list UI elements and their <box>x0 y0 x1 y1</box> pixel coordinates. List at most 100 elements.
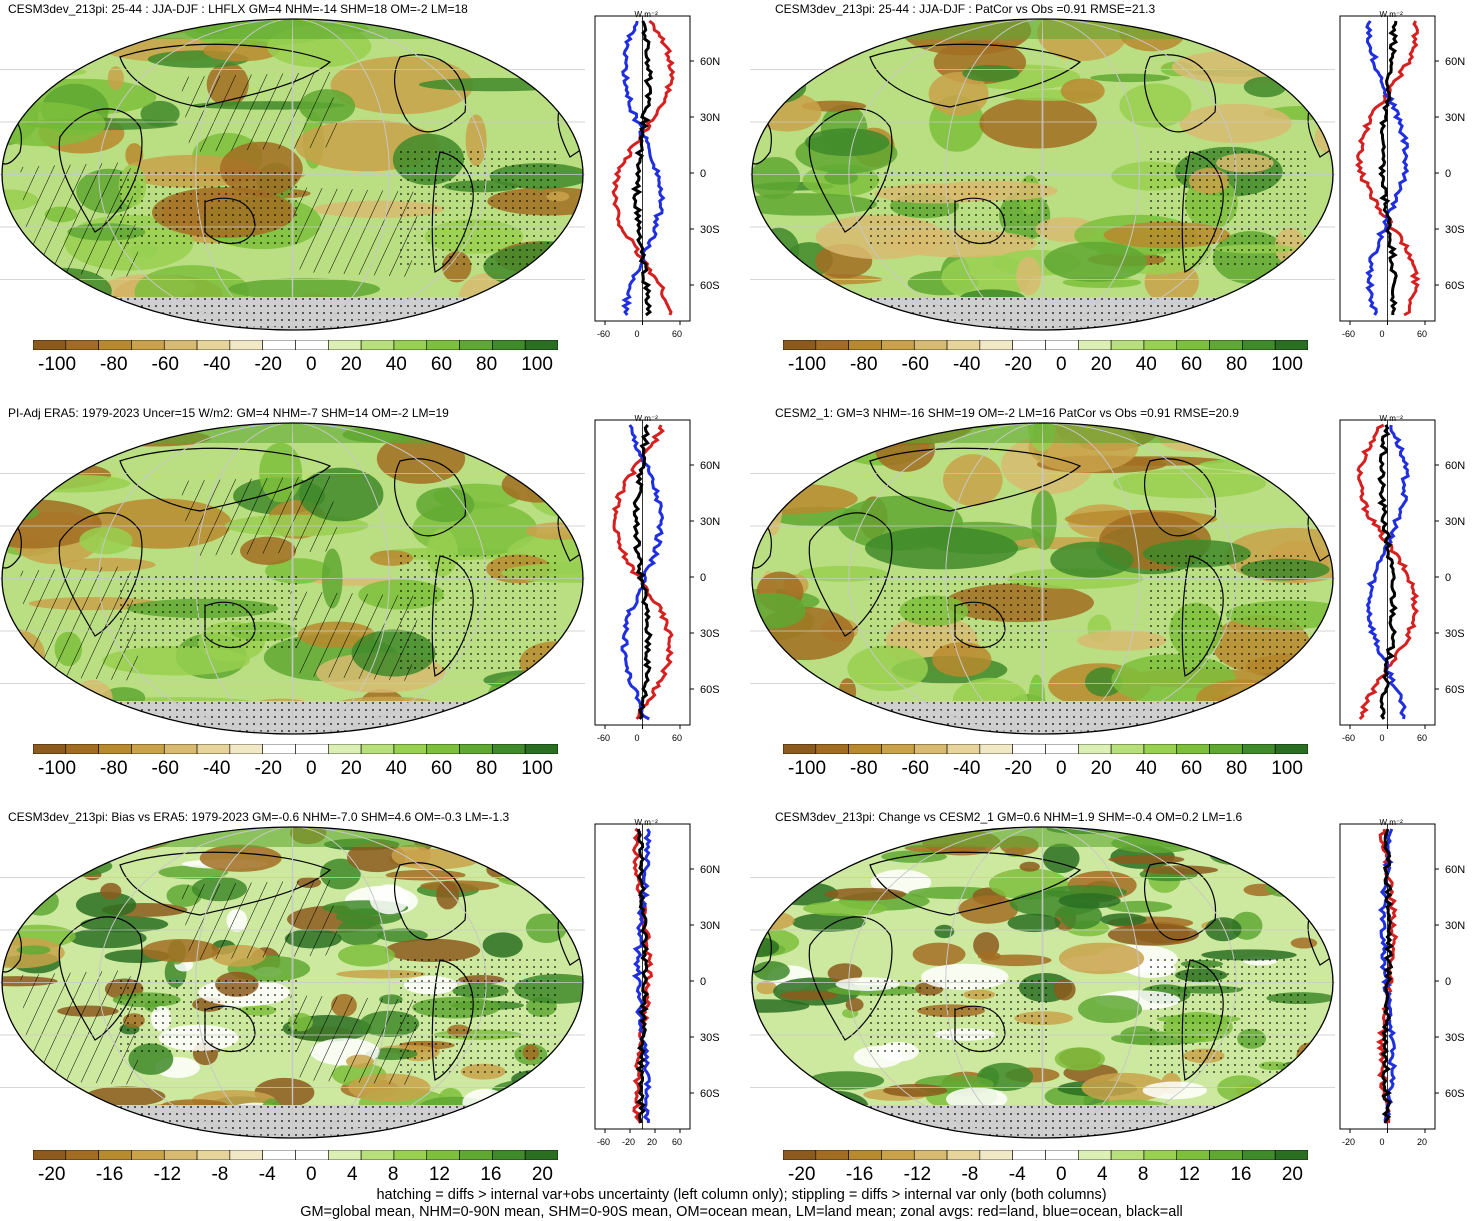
colorbar <box>783 340 1308 350</box>
zonal-x-tick: 60 <box>1417 733 1427 742</box>
panel-cesm2: CESM2_1: GM=3 NHM=-16 SHM=19 OM=-2 LM=16… <box>745 404 1483 804</box>
colorbar-tick-label: 80 <box>1226 354 1248 375</box>
zonal-x-tick: 20 <box>1417 1137 1427 1146</box>
zonal-lat-tick: 30N <box>700 516 720 528</box>
colorbar-tick-label: 20 <box>1281 1164 1303 1185</box>
colorbar-swatch <box>1045 1150 1079 1160</box>
zonal-x-tick: -20 <box>622 1137 635 1146</box>
colorbar-swatch <box>1209 744 1243 754</box>
colorbar-swatch <box>1209 1150 1243 1160</box>
colorbar-tick-label: -20 <box>38 1164 66 1185</box>
colorbar-tick-label: -12 <box>903 1164 932 1185</box>
zonal-x-tick: -60 <box>597 1137 610 1146</box>
colorbar-tick-label: 8 <box>387 1164 399 1185</box>
colorbar-swatch <box>426 340 460 350</box>
colorbar-tick-label: -16 <box>95 1164 124 1185</box>
zonal-lat-tick: 30S <box>1445 1032 1465 1044</box>
zonal-lat-tick: 60N <box>1445 460 1465 472</box>
colorbar-swatch <box>1176 340 1210 350</box>
colorbar-swatch <box>1078 340 1112 350</box>
zonal-x-tick: -60 <box>597 733 610 742</box>
colorbar-swatch <box>33 744 67 754</box>
colorbar-tick-label: 80 <box>1226 758 1248 779</box>
zonal-lat-tick: 60S <box>1445 684 1465 696</box>
colorbar-swatch <box>131 744 165 754</box>
colorbar <box>783 744 1308 754</box>
colorbar-swatch <box>426 744 460 754</box>
colorbar-swatch <box>98 1150 132 1160</box>
colorbar-swatch <box>65 1150 99 1160</box>
colorbar-tick-label: 0 <box>306 1164 317 1185</box>
zonal-x-tick: 60 <box>672 733 682 742</box>
colorbar-swatch <box>262 1150 296 1160</box>
zonal-x-tick: 60 <box>672 1137 682 1146</box>
colorbar-swatch <box>459 340 493 350</box>
colorbar-swatch <box>1274 1150 1308 1160</box>
colorbar-tick-label: 60 <box>1180 354 1203 375</box>
zonal-series-line <box>1355 20 1421 317</box>
colorbar-swatch <box>783 1150 817 1160</box>
colorbar <box>33 744 558 754</box>
zonal-unit-label: W m⁻² <box>635 10 659 19</box>
colorbar-swatch <box>229 744 263 754</box>
colorbar-tick-label: -100 <box>38 354 77 375</box>
colorbar-tick-label: -40 <box>953 354 981 375</box>
colorbar-tick-label: 80 <box>476 354 498 375</box>
colorbar-tick-label: 0 <box>305 354 317 375</box>
colorbar-swatch <box>393 744 428 754</box>
colorbar-tick-label: 20 <box>1090 354 1112 375</box>
panel-title: CESM3dev_213pi: Change vs CESM2_1 GM=0.6… <box>775 810 1243 824</box>
colorbar-tick-label: -100 <box>788 354 827 375</box>
colorbar-tick-label: 60 <box>1180 758 1203 779</box>
zonal-average-plot: W m⁻² 60N 30N 0 30S 60S -60 0 60 <box>594 10 720 338</box>
zonal-lat-tick: 30N <box>1445 516 1465 528</box>
zonal-lat-tick: 30S <box>700 224 720 236</box>
colorbar-swatch <box>946 744 981 754</box>
colorbar-swatch <box>913 744 948 754</box>
colorbar-swatch <box>360 744 395 754</box>
colorbar-tick-label: 4 <box>346 1164 358 1185</box>
zonal-average-plot: W m⁻² 60N 30N 0 30S 60S -60 0 60 <box>594 414 720 742</box>
colorbar-swatch <box>1045 340 1079 350</box>
zonal-x-tick: 60 <box>1417 329 1427 338</box>
colorbar-swatch <box>328 744 362 754</box>
zonal-lat-tick: 30S <box>700 628 720 640</box>
panel-title: CESM3dev_213pi: 25-44 : JJA-DJF : LHFLX … <box>8 2 468 16</box>
zonal-average-plot: W m⁻² 60N 30N 0 30S 60S -60 0 60 <box>1339 414 1465 742</box>
colorbar-tick-label: -80 <box>850 354 878 375</box>
zonal-x-tick: 20 <box>647 1137 657 1146</box>
panel-title: CESM2_1: GM=3 NHM=-16 SHM=19 OM=-2 LM=16… <box>775 406 1239 420</box>
colorbar-tick-label: 40 <box>385 354 407 375</box>
colorbar-tick-label: 12 <box>428 1164 450 1185</box>
colorbar <box>783 1150 1308 1160</box>
colorbar-swatch <box>881 340 915 350</box>
zonal-series-line <box>620 424 665 721</box>
colorbar-swatch <box>1242 340 1276 350</box>
zonal-lat-tick: 30S <box>700 1032 720 1044</box>
colorbar-swatch <box>131 340 165 350</box>
colorbar-labels: -100 -80 -60 -40 -20 0 20 40 60 80 100 <box>788 758 1303 780</box>
zonal-x-tick: 0 <box>635 733 640 742</box>
colorbar <box>33 1150 558 1160</box>
colorbar-tick-label: -80 <box>100 354 128 375</box>
zonal-x-tick: 0 <box>635 329 640 338</box>
colorbar-tick-label: -20 <box>1004 354 1032 375</box>
colorbar-swatch <box>783 744 817 754</box>
zonal-lat-tick: 60S <box>1445 1088 1465 1100</box>
zonal-series-line <box>1365 20 1410 316</box>
zonal-x-tick: 60 <box>672 329 682 338</box>
colorbar-swatch <box>913 340 948 350</box>
colorbar-swatch <box>163 340 198 350</box>
panel-bias: CESM3dev_213pi: Bias vs ERA5: 1979-2023 … <box>0 808 740 1188</box>
colorbar-swatch <box>360 340 395 350</box>
zonal-series-line <box>621 20 666 316</box>
colorbar-swatch <box>426 1150 460 1160</box>
zonal-lat-tick: 30S <box>1445 628 1465 640</box>
zonal-lat-tick: 30N <box>1445 112 1465 124</box>
zonal-lat-tick: 30N <box>1445 920 1465 932</box>
colorbar-tick-label: -12 <box>153 1164 182 1185</box>
colorbar-swatch <box>393 340 428 350</box>
colorbar-tick-label: 100 <box>1271 758 1303 779</box>
zonal-series-line <box>611 424 674 720</box>
footer-notes: hatching = diffs > internal var+obs unce… <box>0 1187 1483 1221</box>
